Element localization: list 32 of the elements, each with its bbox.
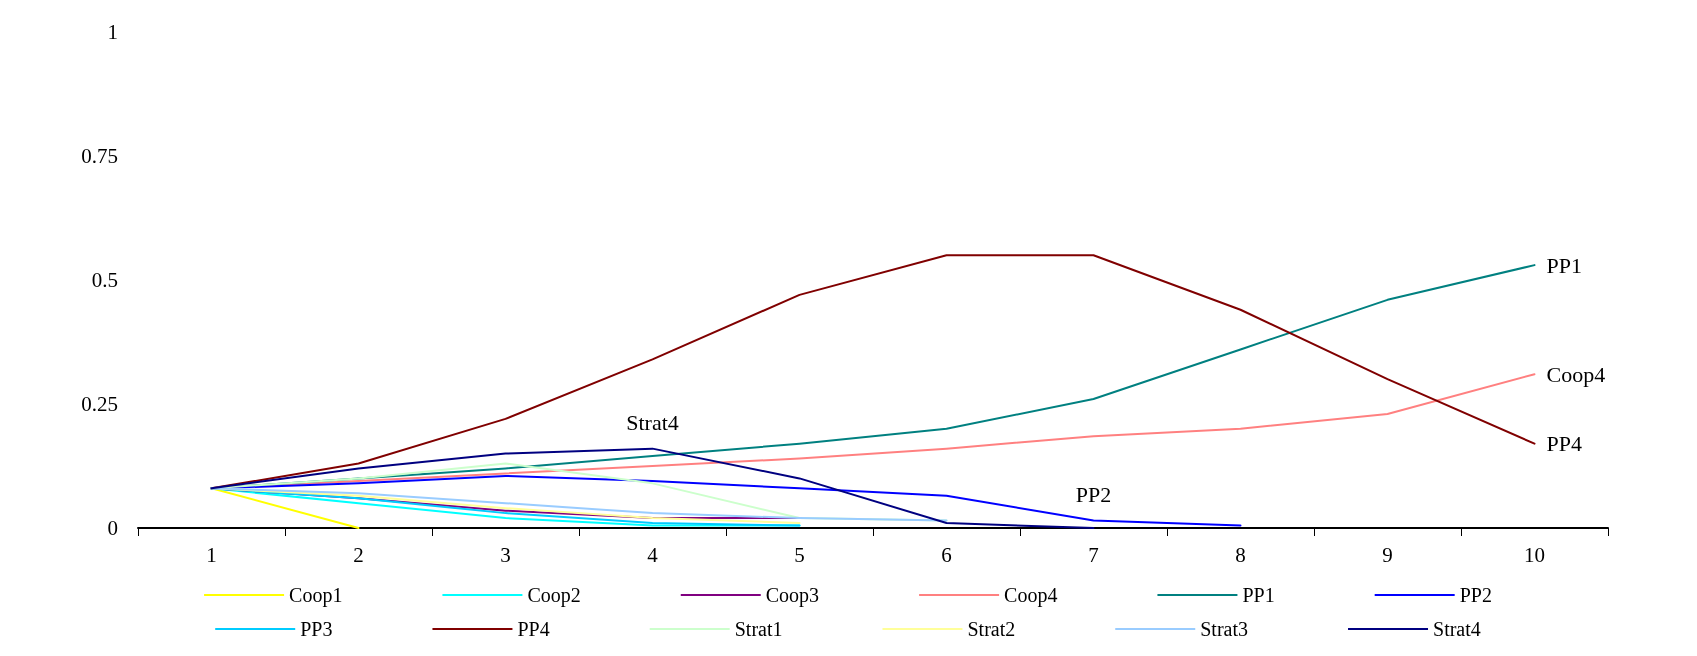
legend-label: Strat1 — [734, 618, 783, 640]
annotation: PP4 — [1546, 431, 1582, 457]
x-tick-label: 6 — [941, 542, 952, 567]
legend-label: Strat2 — [967, 618, 1016, 640]
x-tick-label: 7 — [1088, 542, 1099, 567]
legend-label: Coop1 — [289, 584, 343, 607]
x-tick-label: 4 — [647, 542, 659, 567]
y-tick-label: 1 — [107, 20, 118, 44]
legend-label: Strat4 — [1433, 618, 1481, 640]
legend-label: Coop2 — [527, 584, 581, 607]
annotation: Coop4 — [1546, 361, 1606, 387]
x-tick-label: 8 — [1235, 542, 1246, 567]
x-tick-label: 3 — [500, 542, 511, 567]
annotation: PP2 — [1075, 482, 1112, 508]
annotation: Strat4 — [626, 410, 679, 436]
legend-label: PP3 — [300, 618, 333, 640]
legend-label: PP1 — [1242, 584, 1275, 606]
x-tick-label: 10 — [1524, 542, 1545, 567]
legend-label: Coop4 — [1004, 584, 1058, 607]
x-tick-label: 1 — [206, 542, 217, 567]
y-tick-label: 0 — [107, 516, 118, 540]
x-tick-label: 5 — [794, 542, 805, 567]
x-tick-label: 2 — [353, 542, 364, 567]
x-tick-label: 9 — [1382, 542, 1393, 567]
legend-label: Strat3 — [1200, 618, 1249, 640]
y-tick-label: 0.75 — [81, 144, 118, 168]
legend-label: Coop3 — [765, 584, 820, 607]
y-tick-label: 0.25 — [81, 392, 118, 416]
y-tick-label: 0.5 — [91, 268, 118, 292]
annotation: PP1 — [1546, 252, 1582, 278]
legend-label: PP4 — [517, 618, 550, 640]
legend-label: PP2 — [1459, 584, 1492, 606]
